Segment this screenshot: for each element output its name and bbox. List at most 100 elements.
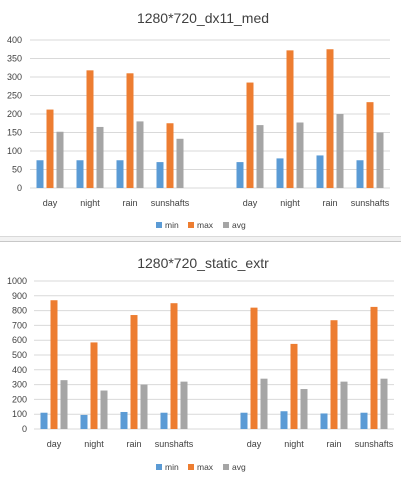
y-tick-label: 200 <box>7 109 22 119</box>
bar-min <box>76 160 84 188</box>
bar-avg <box>376 132 384 188</box>
panel-gap <box>0 237 401 241</box>
bar-avg <box>296 122 304 188</box>
x-category-label: sunshafts <box>155 439 194 449</box>
x-category-label: rain <box>126 439 141 449</box>
x-category-label: sunshafts <box>351 198 390 208</box>
legend-label-min: min <box>165 220 179 230</box>
bar-max <box>286 50 294 188</box>
y-tick-label: 900 <box>12 291 27 301</box>
x-category-label: sunshafts <box>355 439 394 449</box>
chart-title: 1280*720_dx11_med <box>137 10 269 26</box>
bar-min <box>156 162 164 188</box>
legend-swatch-min <box>156 222 162 228</box>
bar-max <box>170 303 178 429</box>
y-tick-label: 50 <box>12 165 22 175</box>
legend-swatch-max <box>188 464 194 470</box>
y-tick-label: 1000 <box>7 276 27 286</box>
legend-label-avg: avg <box>232 462 246 472</box>
legend-swatch-avg <box>223 222 229 228</box>
bar-min <box>316 155 324 188</box>
bar-min <box>360 412 368 429</box>
bar-min <box>236 162 244 188</box>
bar-max <box>90 342 98 429</box>
bar-avg <box>336 114 344 188</box>
bar-max <box>130 315 138 429</box>
x-category-label: night <box>80 198 100 208</box>
chart-title: 1280*720_static_extr <box>137 255 269 271</box>
bar-avg <box>260 378 268 429</box>
y-tick-label: 400 <box>7 35 22 45</box>
panel-divider <box>0 236 401 237</box>
y-tick-label: 350 <box>7 54 22 64</box>
bar-avg <box>56 131 64 188</box>
x-category-label: day <box>243 198 258 208</box>
y-tick-label: 100 <box>7 146 22 156</box>
bar-avg <box>256 125 264 188</box>
bar-avg <box>300 389 308 429</box>
bar-min <box>160 412 168 429</box>
bar-min <box>116 160 124 188</box>
y-tick-label: 600 <box>12 335 27 345</box>
x-category-label: day <box>247 439 262 449</box>
legend-label-max: max <box>197 220 214 230</box>
bar-max <box>250 307 258 429</box>
bar-avg <box>176 138 184 188</box>
chart-static-extr: 1280*720_static_extr 0 100 200 300 400 500 600 7… <box>7 255 394 472</box>
legend-label-min: min <box>165 462 179 472</box>
bar-min <box>356 160 364 188</box>
bar-min <box>36 160 44 188</box>
y-tick-label: 400 <box>12 365 27 375</box>
bar-min <box>40 412 48 429</box>
bar-max <box>46 109 54 188</box>
bar-max <box>86 70 94 188</box>
bar-min <box>320 413 328 429</box>
bar-avg <box>96 126 104 188</box>
bar-avg <box>180 381 188 429</box>
chart-panel-dx11-med: 1280*720_dx11_med 0 50 100 150 200 250 300 350 40… <box>0 0 401 236</box>
x-category-label: night <box>280 198 300 208</box>
legend-swatch-min <box>156 464 162 470</box>
y-tick-label: 300 <box>12 380 27 390</box>
chart-dx11-med: 1280*720_dx11_med 0 50 100 150 200 250 300 350 40… <box>7 10 390 230</box>
x-category-label: day <box>43 198 58 208</box>
bar-avg <box>380 378 388 429</box>
bar-max <box>166 123 174 188</box>
bar-min <box>240 412 248 429</box>
y-tick-label: 250 <box>7 91 22 101</box>
x-category-label: night <box>84 439 104 449</box>
bar-min <box>280 411 288 429</box>
y-tick-label: 300 <box>7 72 22 82</box>
bar-min <box>80 414 88 429</box>
y-tick-label: 0 <box>22 424 27 434</box>
bar-max <box>290 343 298 429</box>
bar-max <box>370 306 378 429</box>
y-tick-label: 200 <box>12 394 27 404</box>
bar-avg <box>100 390 108 429</box>
x-category-label: rain <box>322 198 337 208</box>
bar-min <box>276 158 284 188</box>
x-category-label: night <box>284 439 304 449</box>
x-category-label: rain <box>122 198 137 208</box>
bar-max <box>326 49 334 188</box>
y-tick-label: 100 <box>12 409 27 419</box>
bar-max <box>330 320 338 429</box>
y-tick-label: 150 <box>7 128 22 138</box>
y-tick-label: 0 <box>17 183 22 193</box>
bar-max <box>246 82 254 188</box>
bar-max <box>50 300 58 429</box>
y-tick-label: 800 <box>12 306 27 316</box>
bar-avg <box>60 380 68 429</box>
bar-min <box>120 411 128 429</box>
y-tick-label: 500 <box>12 350 27 360</box>
legend-swatch-max <box>188 222 194 228</box>
bar-max <box>366 102 374 188</box>
bar-avg <box>340 381 348 429</box>
x-category-label: sunshafts <box>151 198 190 208</box>
x-category-label: day <box>47 439 62 449</box>
y-tick-label: 700 <box>12 320 27 330</box>
legend-label-max: max <box>197 462 214 472</box>
bar-avg <box>140 384 148 429</box>
x-category-label: rain <box>326 439 341 449</box>
bar-max <box>126 73 134 188</box>
